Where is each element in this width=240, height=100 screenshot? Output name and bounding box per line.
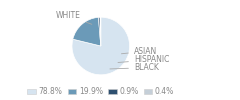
Text: HISPANIC: HISPANIC [118,55,169,64]
Wedge shape [98,17,101,46]
Legend: 78.8%, 19.9%, 0.9%, 0.4%: 78.8%, 19.9%, 0.9%, 0.4% [27,87,174,96]
Text: BLACK: BLACK [110,63,159,72]
Wedge shape [73,17,101,46]
Wedge shape [100,17,101,46]
Wedge shape [72,17,130,75]
Text: WHITE: WHITE [56,11,92,24]
Text: ASIAN: ASIAN [121,47,157,56]
